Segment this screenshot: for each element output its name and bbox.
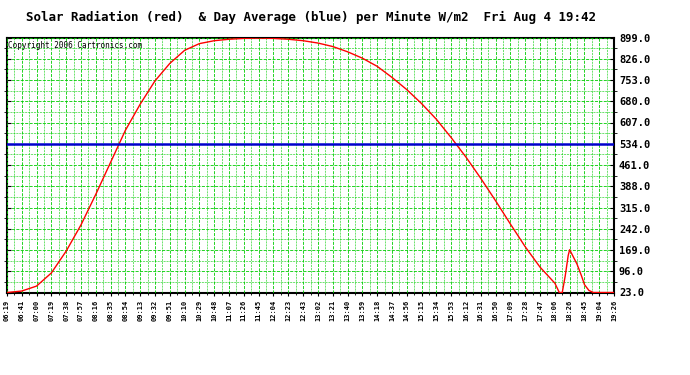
Text: Copyright 2006 Cartronics.com: Copyright 2006 Cartronics.com [8, 41, 142, 50]
Text: Solar Radiation (red)  & Day Average (blue) per Minute W/m2  Fri Aug 4 19:42: Solar Radiation (red) & Day Average (blu… [26, 11, 595, 24]
